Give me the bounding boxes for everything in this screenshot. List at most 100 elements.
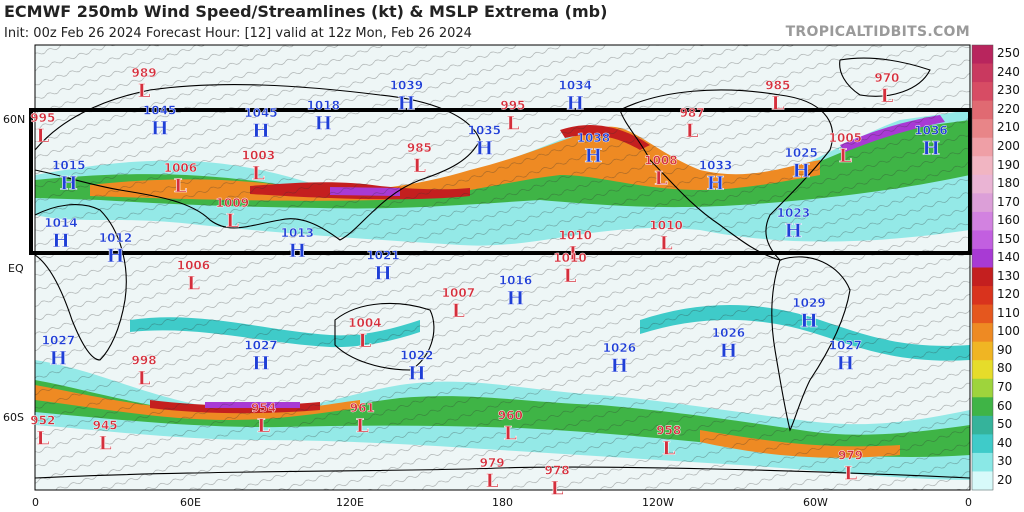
low-marker: L — [358, 330, 371, 352]
colorbar-segment — [972, 156, 993, 176]
pressure-value: 1045 — [143, 104, 176, 118]
colorbar-segment — [972, 471, 993, 491]
high-marker: H — [107, 245, 125, 267]
high-marker: H — [836, 353, 854, 375]
colorbar-label: 150 — [997, 231, 1020, 246]
colorbar-segment — [972, 341, 993, 361]
colorbar-label: 90 — [997, 342, 1013, 357]
lon-label-120w: 120W — [642, 496, 674, 509]
low-marker: L — [485, 470, 498, 492]
colorbar-label: 250 — [997, 46, 1020, 61]
high-marker: H — [922, 138, 940, 160]
colorbar-label: 120 — [997, 287, 1020, 302]
colorbar-label: 200 — [997, 138, 1020, 153]
highlight-box — [29, 108, 972, 255]
pressure-value: 1035 — [468, 124, 501, 138]
pressure-value: 958 — [656, 424, 681, 438]
high-marker: H — [566, 93, 584, 115]
pressure-value: 1010 — [649, 219, 682, 233]
pressure-value: 995 — [30, 111, 55, 125]
colorbar-label: 220 — [997, 101, 1020, 116]
colorbar-label: 70 — [997, 380, 1013, 395]
colorbar-segment — [972, 267, 993, 287]
colorbar-segment — [972, 63, 993, 83]
pressure-value: 1006 — [164, 161, 197, 175]
pressure-value: 1003 — [242, 149, 275, 163]
colorbar-label: 110 — [997, 305, 1020, 320]
low-marker: L — [659, 233, 672, 255]
high-marker: H — [784, 220, 802, 242]
pressure-value: 989 — [132, 66, 157, 80]
colorbar-segment — [972, 193, 993, 213]
greenland-outline — [839, 57, 931, 97]
low-marker: L — [662, 438, 675, 460]
high-marker: H — [408, 363, 426, 385]
colorbar — [971, 44, 994, 491]
colorbar-segment — [972, 397, 993, 417]
high-marker: H — [314, 113, 332, 135]
pressure-value: 952 — [30, 414, 55, 428]
colorbar-segment — [972, 119, 993, 139]
low-marker: L — [504, 423, 517, 445]
low-marker: L — [839, 145, 852, 167]
low-marker: L — [252, 163, 265, 185]
pressure-value: 1012 — [99, 231, 132, 245]
high-marker: H — [60, 173, 78, 195]
map-area — [35, 45, 970, 490]
low-marker: L — [226, 210, 239, 232]
high-marker: H — [288, 240, 306, 262]
colorbar-segment — [972, 82, 993, 102]
low-marker: L — [685, 120, 698, 142]
colorbar-border — [971, 44, 994, 491]
colorbar-segment — [972, 378, 993, 398]
high-marker: H — [49, 348, 67, 370]
pressure-value: 1026 — [712, 326, 745, 340]
colorbar-segment — [972, 323, 993, 343]
pressure-value: 970 — [874, 71, 899, 85]
pressure-value: 960 — [498, 409, 523, 423]
north-america-outline — [619, 89, 834, 262]
pressure-value: 1021 — [366, 249, 399, 263]
low-marker: L — [654, 168, 667, 190]
pressure-value: 1014 — [44, 216, 77, 230]
colorbar-label: 210 — [997, 120, 1020, 135]
colorbar-label: 190 — [997, 157, 1020, 172]
low-marker: L — [550, 478, 563, 500]
high-marker: H — [374, 263, 392, 285]
high-marker: H — [610, 355, 628, 377]
pressure-value: 1034 — [559, 79, 592, 93]
pressure-value: 1010 — [553, 251, 586, 265]
pressure-value: 995 — [500, 99, 525, 113]
pressure-value: 978 — [545, 464, 570, 478]
low-marker: L — [413, 155, 426, 177]
colorbar-label: 80 — [997, 361, 1013, 376]
low-marker: L — [844, 463, 857, 485]
colorbar-label: 50 — [997, 417, 1013, 432]
map-frame — [34, 44, 971, 491]
colorbar-label: 130 — [997, 268, 1020, 283]
high-marker: H — [397, 93, 415, 115]
pressure-value: 1027 — [244, 339, 277, 353]
lon-label-120e: 120E — [336, 496, 364, 509]
pressure-value: 1022 — [400, 349, 433, 363]
pressure-value: 1006 — [177, 259, 210, 273]
colorbar-segment — [972, 286, 993, 306]
colorbar-label: 140 — [997, 250, 1020, 265]
